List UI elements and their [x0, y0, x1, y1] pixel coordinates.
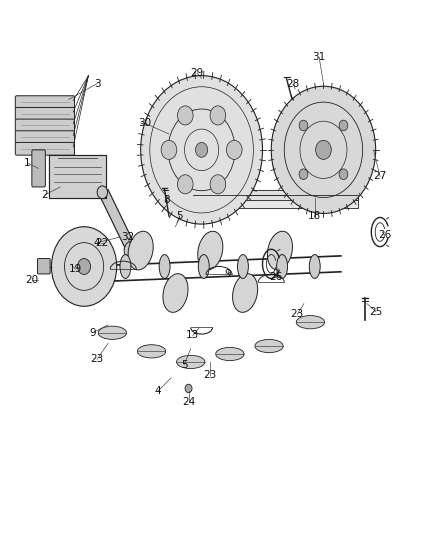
Ellipse shape: [277, 255, 288, 278]
Ellipse shape: [120, 255, 131, 278]
Circle shape: [299, 169, 308, 180]
Circle shape: [185, 384, 192, 393]
Ellipse shape: [233, 273, 258, 312]
FancyBboxPatch shape: [15, 108, 74, 120]
Circle shape: [210, 175, 226, 194]
Circle shape: [141, 76, 262, 224]
Text: 9: 9: [89, 328, 96, 338]
Text: 3: 3: [94, 78, 100, 88]
Text: 28: 28: [286, 78, 300, 88]
Text: 22: 22: [95, 238, 108, 248]
Text: 23: 23: [291, 309, 304, 319]
Ellipse shape: [267, 231, 293, 270]
Ellipse shape: [198, 255, 209, 278]
Ellipse shape: [159, 255, 170, 278]
FancyBboxPatch shape: [15, 119, 74, 132]
Ellipse shape: [255, 340, 283, 353]
Circle shape: [339, 169, 348, 180]
Circle shape: [97, 186, 108, 199]
Ellipse shape: [237, 255, 248, 278]
Text: 23: 23: [91, 354, 104, 364]
Text: 24: 24: [182, 397, 195, 407]
Text: 23: 23: [204, 370, 217, 380]
Ellipse shape: [309, 255, 320, 278]
Ellipse shape: [128, 231, 153, 270]
Circle shape: [177, 106, 193, 125]
Circle shape: [195, 142, 208, 157]
Text: 1: 1: [24, 158, 31, 168]
FancyBboxPatch shape: [15, 96, 74, 109]
Text: 5: 5: [177, 211, 183, 221]
Text: 9: 9: [224, 270, 231, 279]
Polygon shape: [193, 190, 358, 200]
Circle shape: [161, 140, 177, 159]
FancyBboxPatch shape: [15, 142, 74, 155]
Circle shape: [226, 140, 242, 159]
Text: 29: 29: [191, 68, 204, 78]
Circle shape: [210, 106, 226, 125]
Circle shape: [177, 175, 193, 194]
Ellipse shape: [198, 231, 223, 270]
Circle shape: [51, 227, 117, 306]
Circle shape: [316, 140, 331, 159]
Ellipse shape: [177, 356, 205, 368]
Text: 27: 27: [374, 172, 387, 181]
Circle shape: [78, 259, 91, 274]
Polygon shape: [99, 190, 136, 253]
Text: 31: 31: [312, 52, 326, 62]
Text: 13: 13: [186, 330, 200, 341]
Text: 18: 18: [308, 211, 321, 221]
Text: 5: 5: [181, 360, 187, 369]
Text: 32: 32: [121, 232, 134, 243]
Text: 25: 25: [369, 306, 382, 317]
Ellipse shape: [216, 348, 244, 361]
Text: 19: 19: [69, 264, 82, 274]
Polygon shape: [193, 195, 358, 208]
Ellipse shape: [296, 316, 325, 329]
Text: 30: 30: [138, 118, 152, 128]
Circle shape: [299, 120, 308, 131]
Text: 26: 26: [269, 272, 282, 282]
FancyBboxPatch shape: [32, 150, 46, 187]
Circle shape: [271, 86, 376, 214]
Ellipse shape: [163, 273, 188, 312]
Text: 20: 20: [25, 274, 39, 285]
FancyBboxPatch shape: [38, 259, 50, 274]
Circle shape: [339, 120, 348, 131]
Text: 4: 4: [155, 386, 161, 396]
Text: 2: 2: [42, 190, 48, 200]
Circle shape: [124, 241, 140, 260]
Ellipse shape: [98, 326, 127, 340]
Text: 26: 26: [378, 230, 391, 240]
FancyBboxPatch shape: [15, 131, 74, 143]
Text: 4: 4: [94, 238, 100, 248]
Ellipse shape: [138, 345, 166, 358]
Text: 8: 8: [163, 195, 170, 205]
Polygon shape: [49, 155, 106, 198]
